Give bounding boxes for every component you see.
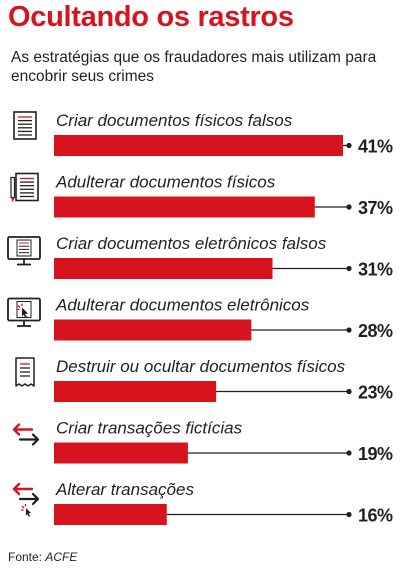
source-name: ACFE bbox=[45, 550, 78, 564]
click-rays bbox=[17, 303, 23, 311]
pen-tip bbox=[11, 197, 15, 203]
document-pen-icon bbox=[10, 172, 39, 203]
bar bbox=[54, 442, 188, 464]
receipt-icon bbox=[15, 357, 35, 387]
pen-body bbox=[10, 176, 16, 199]
value-label: 37% bbox=[358, 198, 393, 218]
monitor-document-icon bbox=[7, 236, 41, 266]
category-label: Criar documentos eletrônicos falsos bbox=[56, 234, 327, 253]
value-label: 28% bbox=[358, 321, 393, 341]
category-label: Destruir ou ocultar documentos físicos bbox=[56, 357, 346, 376]
value-label: 31% bbox=[358, 260, 393, 280]
leader-dot bbox=[346, 142, 352, 149]
arrow-left bbox=[12, 423, 34, 436]
value-label: 19% bbox=[358, 444, 393, 464]
document-icon bbox=[13, 111, 37, 140]
value-label: 23% bbox=[358, 383, 393, 403]
arrow-right bbox=[18, 433, 40, 446]
click-rays bbox=[21, 504, 27, 511]
category-label: Criar documentos físicos falsos bbox=[56, 111, 293, 130]
chart-row: Alterar transações 16% bbox=[12, 480, 394, 526]
bar bbox=[54, 319, 252, 341]
bar bbox=[54, 381, 217, 402]
leader-dot bbox=[346, 204, 352, 210]
value-label: 41% bbox=[358, 137, 393, 157]
arrow-left bbox=[12, 482, 34, 496]
arrow-right bbox=[18, 492, 40, 506]
screen-doc bbox=[16, 239, 32, 257]
cursor-arrow bbox=[22, 307, 28, 318]
source-note: Fonte: ACFE bbox=[8, 550, 77, 564]
leader-dot bbox=[346, 450, 352, 456]
bar bbox=[54, 504, 167, 525]
chart-subtitle: As estratégias que os fraudadores mais u… bbox=[11, 49, 377, 85]
doc-sheet bbox=[13, 111, 37, 140]
chart-row: Adulterar documentos eletrônicos 28% bbox=[7, 296, 394, 341]
bar bbox=[54, 135, 343, 156]
source-prefix: Fonte: bbox=[8, 550, 43, 564]
leader-dot bbox=[346, 327, 352, 333]
category-label: Alterar transações bbox=[55, 480, 194, 499]
exchange-cursor-icon bbox=[12, 482, 40, 517]
monitor-cursor-icon bbox=[7, 297, 41, 327]
value-label: 16% bbox=[358, 506, 393, 526]
chart-row: Adulterar documentos físicos 37% bbox=[10, 172, 394, 218]
category-label: Adulterar documentos eletrônicos bbox=[55, 296, 310, 315]
leader-dot bbox=[346, 388, 352, 395]
category-label: Adulterar documentos físicos bbox=[55, 173, 276, 192]
chart-row: Criar documentos físicos falsos 41% bbox=[13, 111, 394, 157]
chart-row: Criar documentos eletrônicos falsos 31% bbox=[7, 234, 394, 280]
leader-dot bbox=[346, 265, 352, 272]
cursor-arrow bbox=[25, 508, 31, 517]
exchange-arrows-icon bbox=[12, 423, 40, 446]
doc-sheet bbox=[15, 172, 39, 202]
chart-row: Destruir ou ocultar documentos físicos 23… bbox=[15, 357, 394, 403]
bar bbox=[54, 196, 315, 218]
chart-row: Criar transações fictícias 19% bbox=[12, 419, 394, 464]
leader-dot bbox=[346, 511, 352, 518]
bar bbox=[54, 258, 273, 279]
chart-title: Ocultando os rastros bbox=[8, 1, 294, 33]
category-label: Criar transações fictícias bbox=[56, 419, 243, 438]
